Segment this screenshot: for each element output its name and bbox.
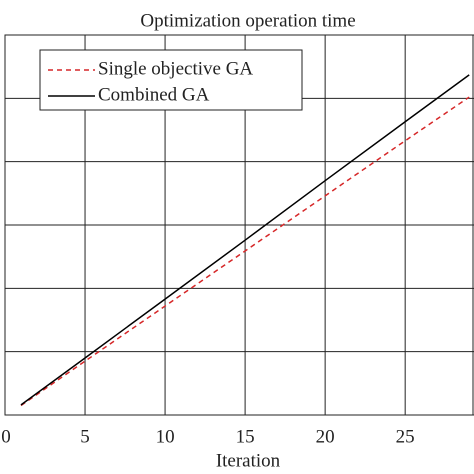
- legend-label: Single objective GA: [98, 58, 253, 79]
- x-axis-label: Iteration: [216, 450, 281, 471]
- x-tick-label: 25: [396, 426, 415, 447]
- legend-label: Combined GA: [98, 84, 210, 105]
- x-tick-label: 0: [1, 426, 11, 447]
- series-line: [20, 74, 470, 406]
- x-tick-label: 10: [156, 426, 175, 447]
- legend-box: [39, 49, 303, 111]
- x-tick-label: 15: [236, 426, 255, 447]
- x-tick-label: 20: [316, 426, 335, 447]
- x-tick-label: 5: [80, 426, 90, 447]
- chart-title: Optimization operation time: [140, 10, 355, 31]
- series-line: [20, 96, 470, 407]
